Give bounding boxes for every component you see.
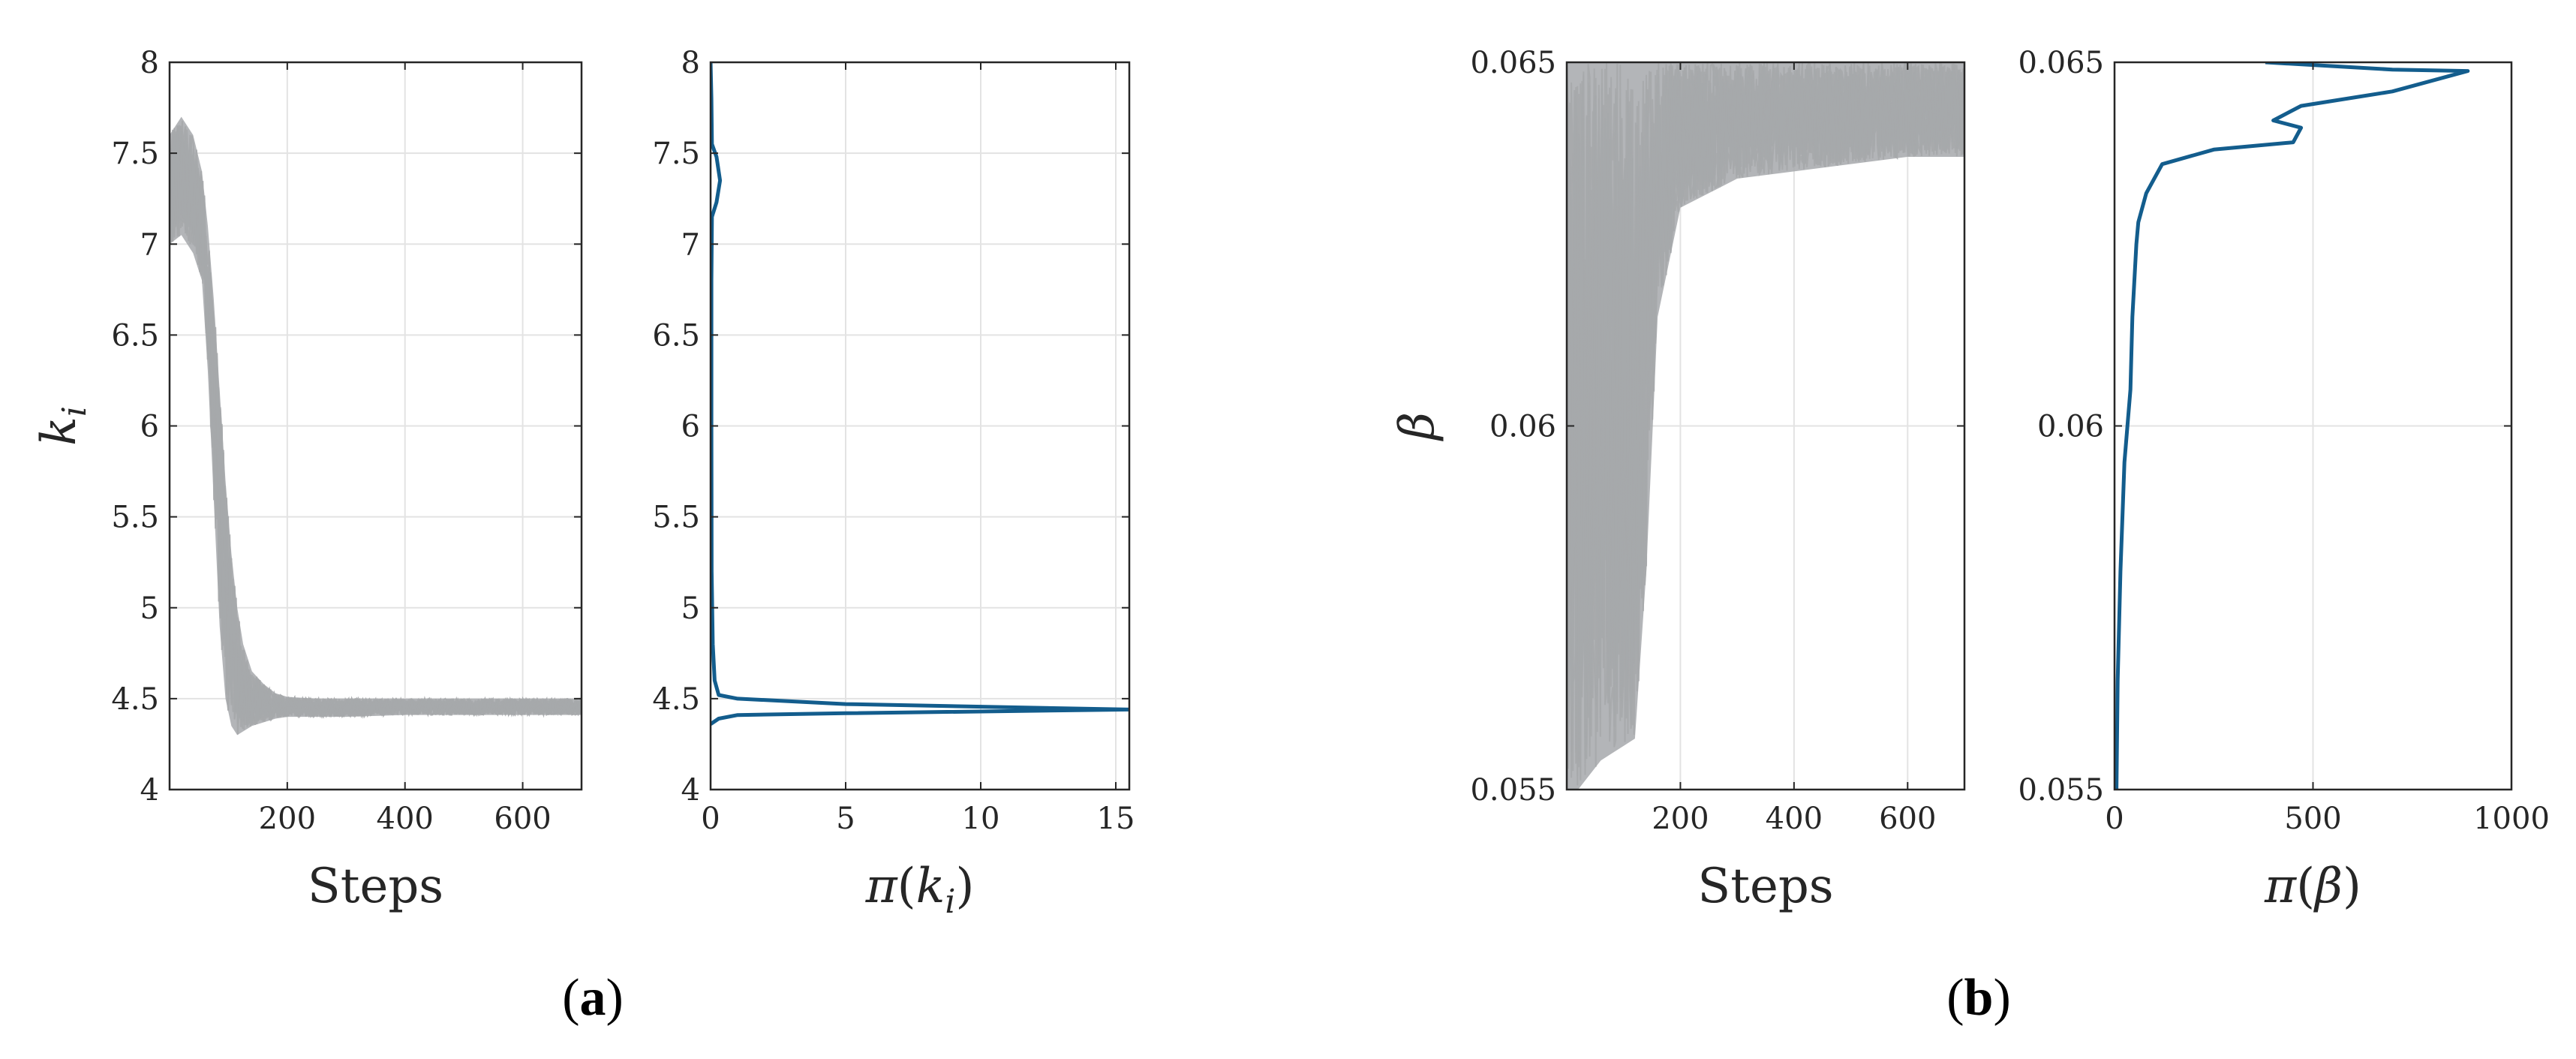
y-tick-label: 8 — [140, 46, 159, 80]
y-tick-label: 5 — [681, 591, 700, 626]
y-tick-label: 0.055 — [1470, 773, 1556, 808]
x-tick-label: 0 — [701, 802, 720, 836]
y-axis-label-var: k — [32, 417, 87, 446]
x-tick-label: 0 — [2105, 802, 2124, 836]
x-tick-label: 5 — [836, 802, 855, 836]
y-axis-label-sub: i — [56, 406, 94, 417]
y-tick-label: 0.06 — [1489, 410, 1556, 444]
mcmc-chain-trace — [1567, 62, 1964, 768]
y-axis-label: ki — [32, 406, 94, 446]
y-tick-label: 6 — [681, 410, 700, 444]
y-tick-label: 8 — [681, 46, 700, 80]
y-tick-label: 5.5 — [111, 501, 159, 535]
x-tick-label: 10 — [962, 802, 1000, 836]
axes-b-trace: 0.055 0.06 0.065 200 400 600 Steps β — [1390, 46, 1966, 914]
y-tick-label: 0.06 — [2037, 410, 2104, 444]
mcmc-chain-trace — [170, 130, 582, 735]
panel-caption-b: (b) — [1946, 969, 2011, 1027]
y-tick-label: 6.5 — [652, 318, 700, 353]
y-tick-label: 4 — [681, 773, 700, 808]
y-tick-label: 0.065 — [2018, 46, 2104, 80]
y-axis-label-var: β — [1390, 412, 1445, 441]
panel-caption-a: (a) — [562, 969, 624, 1027]
y-axis-label: β — [1390, 412, 1445, 441]
axes-b-density: 0.055 0.06 0.065 0 500 1000 π(β) — [2018, 46, 2549, 914]
x-axis-label: Steps — [1697, 859, 1833, 914]
x-tick-label: 15 — [1097, 802, 1135, 836]
y-tick-label: 6 — [140, 410, 159, 444]
y-tick-label: 6.5 — [111, 318, 159, 353]
x-axis-label: π(ki) — [865, 859, 975, 921]
y-tick-label: 0.065 — [1470, 46, 1556, 80]
x-tick-label: 200 — [1652, 802, 1709, 836]
y-tick-label: 4 — [140, 773, 159, 808]
x-axis-label-func: π — [865, 859, 898, 914]
x-tick-label: 600 — [1879, 802, 1936, 836]
plot-area-a-trace — [170, 116, 582, 736]
x-axis-label-var: k — [916, 859, 945, 914]
y-tick-label: 4.5 — [111, 682, 159, 717]
x-axis-label-var: β — [2313, 859, 2343, 914]
y-tick-label: 5 — [140, 591, 159, 626]
x-tick-label: 500 — [2284, 802, 2341, 836]
y-tick-label: 7.5 — [111, 137, 159, 171]
axes-a-trace: 4 4.5 5 5.5 6 6.5 7 7.5 8 200 400 600 Steps ki — [32, 46, 583, 914]
y-tick-label: 4.5 — [652, 682, 700, 717]
x-axis-label-sub: i — [945, 883, 955, 921]
y-tick-label: 5.5 — [652, 501, 700, 535]
x-tick-label: 600 — [494, 802, 551, 836]
plot-area-b-density — [2115, 62, 2470, 790]
axes-a-density: 4 4.5 5 5.5 6 6.5 7 7.5 8 0 5 10 15 π(ki) — [652, 46, 1135, 921]
y-tick-label: 0.055 — [2018, 773, 2104, 808]
x-tick-label: 200 — [259, 802, 316, 836]
x-axis-label: Steps — [308, 859, 443, 914]
x-axis-label-func: π — [2264, 859, 2297, 914]
posterior-density-line — [2115, 62, 2470, 790]
x-tick-label: 1000 — [2473, 802, 2550, 836]
x-tick-label: 400 — [1766, 802, 1823, 836]
mcmc-chain-trace — [1567, 62, 1964, 733]
plot-area-b-trace — [1567, 62, 1964, 790]
posterior-density-line — [711, 62, 1129, 726]
y-tick-label: 7 — [681, 227, 700, 262]
y-tick-label: 7.5 — [652, 137, 700, 171]
x-axis-label: π(β) — [2264, 859, 2361, 914]
plot-area-a-density — [711, 62, 1129, 726]
y-tick-label: 7 — [140, 227, 159, 262]
x-tick-label: 400 — [377, 802, 434, 836]
